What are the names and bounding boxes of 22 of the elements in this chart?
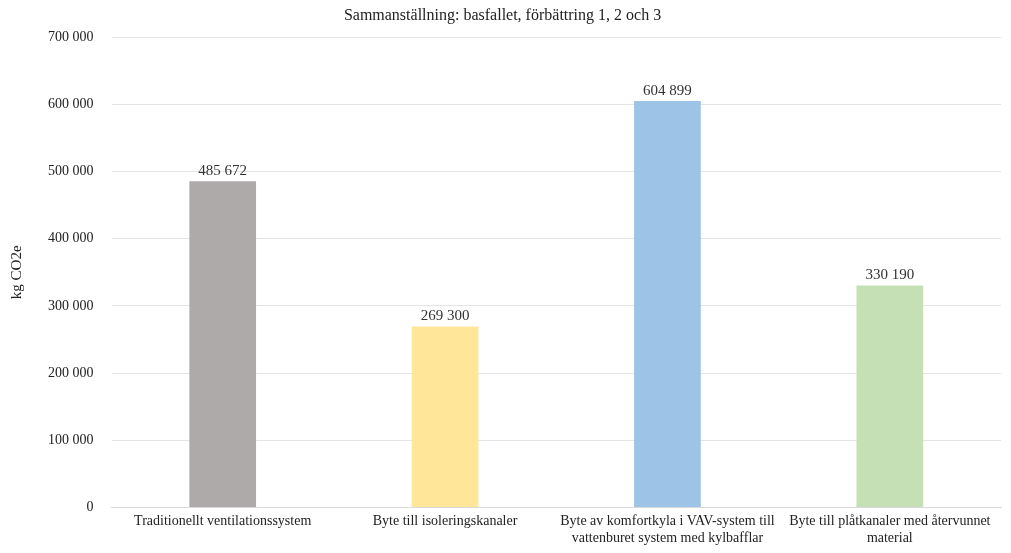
y-tick-label: 600 000 (48, 96, 94, 112)
y-tick-label: 200 000 (48, 364, 94, 380)
data-label: 330 190 (865, 266, 915, 283)
bar (634, 101, 701, 507)
y-tick-label: 700 000 (48, 28, 94, 44)
y-tick-label: 100 000 (48, 431, 94, 447)
data-label: 269 300 (420, 306, 470, 323)
y-tick-label: 500 000 (48, 163, 94, 179)
x-tick-label: Byte till plåtkanaler med återvunnet material (789, 513, 991, 546)
y-tick-label: 400 000 (48, 230, 94, 246)
y-axis-title: kg CO2e (7, 245, 24, 300)
bar (189, 181, 257, 507)
y-tick-label: 300 000 (48, 297, 94, 313)
bar (411, 326, 479, 507)
x-tick-label: Traditionellt ventilationssystem (134, 513, 312, 529)
x-tick-label: Byte till isoleringskanaler (372, 513, 518, 529)
y-tick-label: 0 (86, 499, 94, 515)
data-label: 485 672 (198, 161, 248, 178)
x-tick-label: Byte av komfortkyla i VAV-system till vattenburet system med kylbafflar (560, 513, 775, 546)
chart-title: Sammanställning: basfallet, förbättring 1, 2 och 3 (343, 5, 662, 24)
data-label: 604 899 (643, 81, 692, 98)
bar (856, 285, 924, 507)
